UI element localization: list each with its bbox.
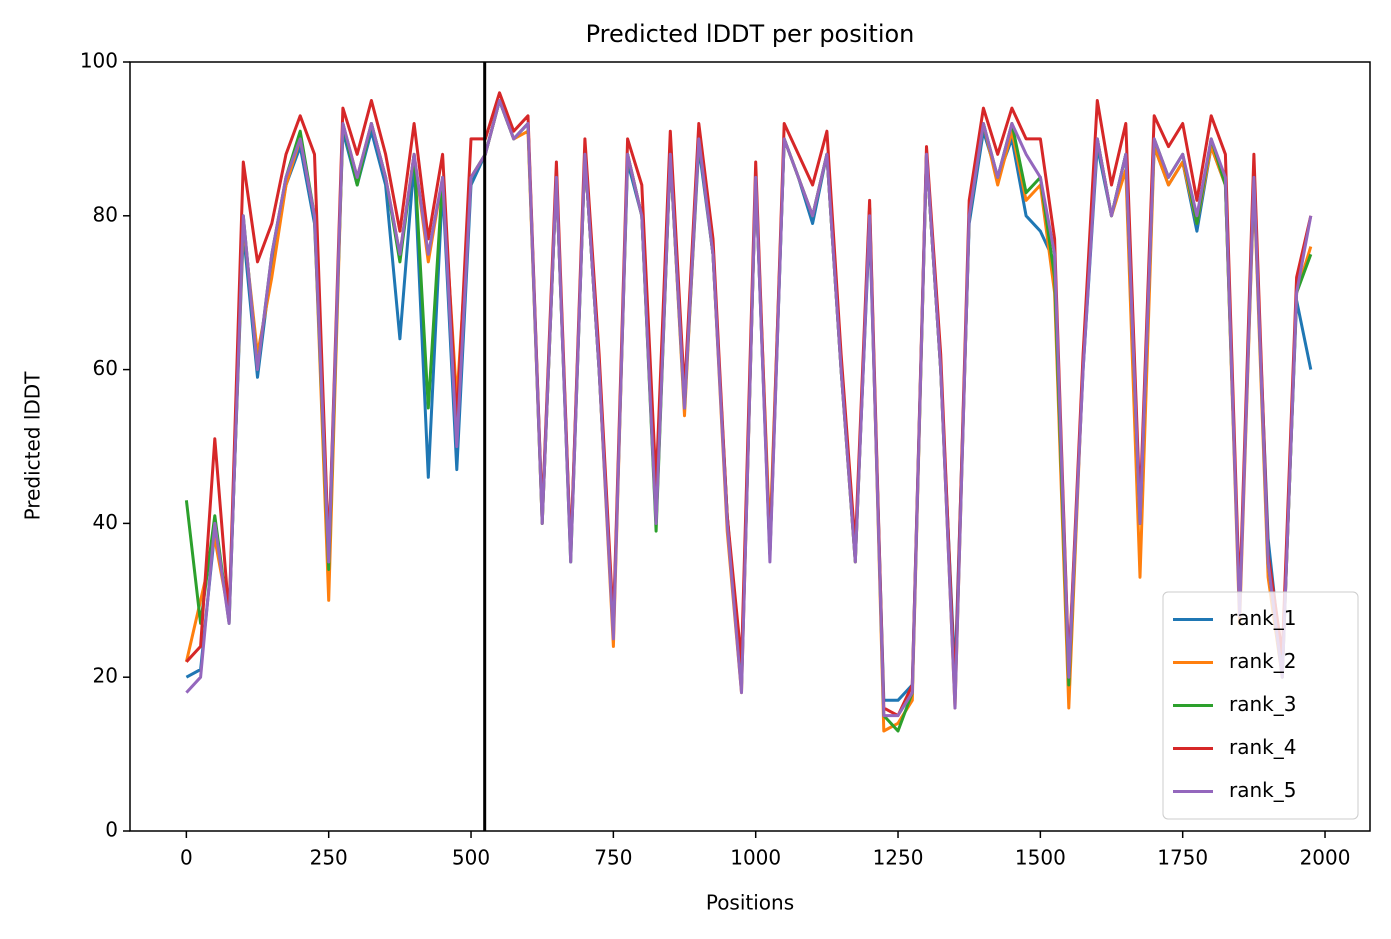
x-tick-label: 1500	[1015, 846, 1066, 870]
y-tick-label: 0	[105, 818, 118, 842]
legend-label: rank_4	[1229, 735, 1296, 759]
x-tick-label: 1750	[1157, 846, 1208, 870]
chart-title: Predicted lDDT per position	[586, 20, 915, 48]
x-tick-label: 750	[594, 846, 632, 870]
plot-frame	[129, 61, 1371, 832]
x-tick-label: 2000	[1300, 846, 1351, 870]
y-tick-label: 20	[93, 664, 118, 688]
x-tick-label: 1250	[873, 846, 924, 870]
y-tick-label: 80	[93, 202, 118, 226]
series-line	[185, 99, 1313, 718]
legend-label: rank_3	[1229, 692, 1296, 716]
legend-label: rank_5	[1229, 778, 1296, 802]
y-tick-label: 100	[80, 49, 118, 73]
legend-box	[1162, 591, 1359, 820]
y-tick-label: 40	[93, 510, 118, 534]
legend-label: rank_1	[1229, 606, 1296, 630]
x-axis-label: Positions	[706, 891, 794, 915]
legend-label: rank_2	[1229, 649, 1296, 673]
x-tick-label: 250	[310, 846, 348, 870]
x-tick-label: 500	[452, 846, 490, 870]
y-axis-label: Predicted lDDT	[21, 371, 45, 521]
y-tick-label: 60	[93, 356, 118, 380]
x-tick-label: 1000	[730, 846, 781, 870]
x-tick-label: 0	[180, 846, 193, 870]
